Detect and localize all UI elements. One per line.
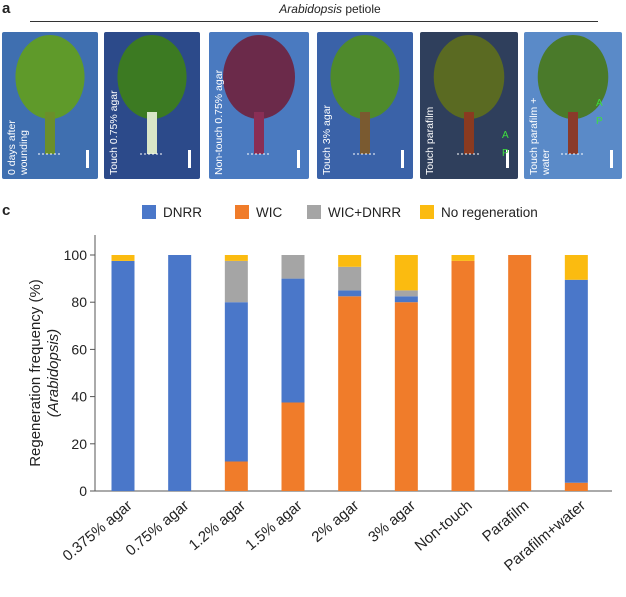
bar-segment-wic — [281, 402, 305, 491]
legend-swatch — [235, 205, 249, 219]
bar-segment-no-regeneration — [451, 255, 475, 261]
bar-segment-dnrr — [564, 279, 588, 483]
leaf-blade — [537, 35, 609, 119]
scale-bar — [610, 150, 613, 168]
bar-segment-dnrr — [111, 260, 135, 491]
axis-mark-a: A — [596, 98, 603, 109]
scale-bar — [297, 150, 300, 168]
bar-segment-wic-dnrr — [338, 266, 362, 291]
leaf-blade — [330, 35, 400, 119]
bar-segment-wic — [394, 302, 418, 491]
bar-segment-wic — [564, 482, 588, 491]
bar-segment-dnrr — [281, 278, 305, 403]
x-tick-label: Non-touch — [412, 497, 476, 555]
y-tick-label: 80 — [71, 294, 87, 310]
y-tick-label: 40 — [71, 389, 87, 405]
leaf-blade — [15, 35, 85, 119]
x-tick-label: 1.2% agar — [186, 497, 249, 554]
petiole — [147, 112, 157, 154]
panel-a-title-species: Arabidopsis — [279, 2, 342, 16]
leaf-illustration — [223, 35, 295, 155]
bar-segment-wic-dnrr — [394, 290, 418, 297]
y-tick-label: 20 — [71, 436, 87, 452]
petiole — [45, 112, 55, 154]
scale-bar — [188, 150, 191, 168]
bar-segment-dnrr — [394, 296, 418, 303]
leaf-illustration — [537, 35, 609, 155]
legend-label: WIC+DNRR — [328, 205, 401, 220]
x-tick-label: Parafilm — [479, 497, 532, 545]
petiole — [254, 112, 264, 154]
photo-tile-5: Touch parafilm A P — [420, 32, 518, 179]
leaf-illustration — [330, 35, 400, 155]
legend-label: WIC — [256, 205, 282, 220]
bar-segment-no-regeneration — [224, 255, 248, 261]
y-axis-label: Regeneration frequency (%) — [27, 279, 44, 467]
photo-tile-6: Touch parafilm + waterAPW — [524, 32, 622, 179]
photo-tile-3: Non-touch 0.75% agar — [209, 32, 309, 179]
photo-tile-4: Touch 3% agar — [317, 32, 413, 179]
leaf-blade — [117, 35, 187, 119]
bar-segment-wic — [224, 461, 248, 491]
scale-bar — [401, 150, 404, 168]
legend-swatch — [420, 205, 434, 219]
scale-bar — [86, 150, 89, 168]
panel-a-title: Arabidopsis petiole — [100, 2, 560, 16]
x-tick-label: 0.75% agar — [123, 497, 193, 559]
bar-segment-dnrr — [338, 290, 362, 297]
x-tick-label: 3% agar — [365, 497, 419, 546]
axis-mark-p: P — [596, 116, 603, 127]
bar-segment-wic — [508, 255, 532, 491]
bar-segment-no-regeneration — [111, 255, 135, 261]
leaf-illustration — [15, 35, 85, 155]
panel-c-letter: c — [2, 202, 11, 219]
bar-segment-wic-dnrr — [281, 255, 305, 279]
panel-a-title-rest: petiole — [342, 2, 381, 16]
panel-a-title-rule — [30, 21, 598, 22]
y-tick-label: 0 — [79, 483, 87, 499]
bar-segment-wic — [451, 260, 475, 491]
bar-segment-no-regeneration — [394, 255, 418, 291]
legend-swatch — [307, 205, 321, 219]
bar-segment-wic — [338, 296, 362, 491]
leaf-blade — [223, 35, 295, 119]
petiole — [360, 112, 370, 154]
petiole — [568, 112, 578, 154]
axis-mark-p: P — [502, 148, 509, 159]
leaf-illustration — [433, 35, 505, 155]
x-tick-label: 1.5% agar — [242, 497, 305, 554]
legend-label: No regeneration — [441, 205, 538, 220]
photo-tile-1: 0 days after wounding — [2, 32, 98, 179]
x-tick-label: 0.375% agar — [59, 497, 135, 565]
y-tick-label: 60 — [71, 341, 87, 357]
x-tick-label: 2% agar — [309, 497, 363, 546]
bar-segment-no-regeneration — [338, 255, 362, 267]
y-axis-label-species: (Arabidopsis) — [45, 329, 62, 417]
bar-segment-no-regeneration — [564, 255, 588, 280]
leaf-illustration — [117, 35, 187, 155]
petiole — [464, 112, 474, 154]
photo-tile-2: Touch 0.75% agar — [104, 32, 200, 179]
leaf-blade — [433, 35, 505, 119]
legend-swatch — [142, 205, 156, 219]
bar-segment-wic-dnrr — [224, 260, 248, 303]
bar-segment-dnrr — [168, 255, 192, 491]
legend-label: DNRR — [163, 205, 202, 220]
scale-bar — [506, 150, 509, 168]
bar-segment-dnrr — [224, 302, 248, 462]
panel-a-letter: a — [2, 0, 11, 17]
y-tick-label: 100 — [64, 247, 88, 263]
axis-mark-a: A — [502, 130, 509, 141]
